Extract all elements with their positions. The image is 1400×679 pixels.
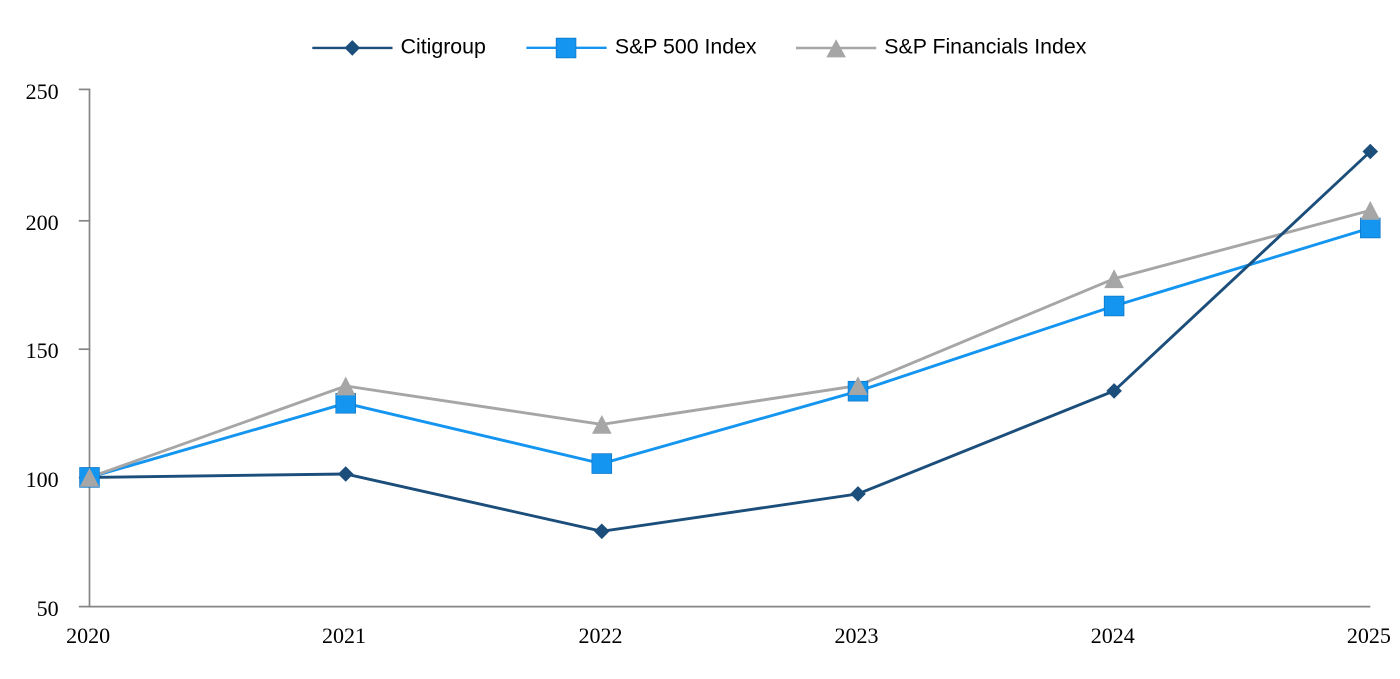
svg-text:S&P 500 Index: S&P 500 Index <box>615 34 757 58</box>
svg-text:100: 100 <box>26 467 59 492</box>
svg-text:2024: 2024 <box>1091 623 1135 648</box>
svg-text:150: 150 <box>26 338 59 363</box>
svg-text:50: 50 <box>37 596 59 621</box>
svg-text:200: 200 <box>26 210 59 235</box>
svg-text:Citigroup: Citigroup <box>401 34 486 58</box>
svg-text:250: 250 <box>26 79 59 104</box>
svg-text:S&P Financials Index: S&P Financials Index <box>884 34 1086 58</box>
svg-text:2025: 2025 <box>1347 623 1391 648</box>
svg-text:2020: 2020 <box>66 623 110 648</box>
svg-text:2021: 2021 <box>322 623 366 648</box>
svg-text:2022: 2022 <box>579 623 623 648</box>
svg-text:2023: 2023 <box>835 623 879 648</box>
